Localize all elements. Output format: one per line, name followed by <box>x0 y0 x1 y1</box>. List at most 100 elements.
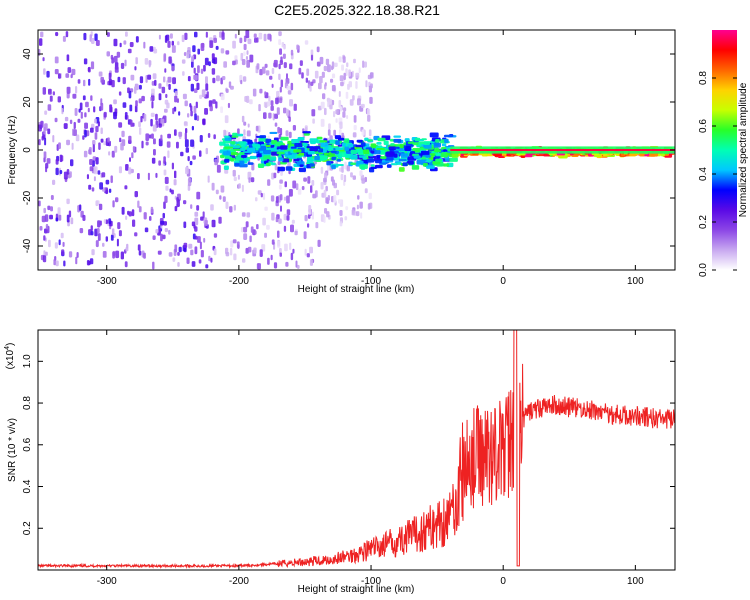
spectrogram-cell <box>177 262 180 267</box>
spectrogram-cell <box>413 155 421 159</box>
spectrogram-cell <box>59 170 63 175</box>
spectrogram-cell <box>338 100 342 108</box>
spectrogram-cell <box>43 68 46 75</box>
spectrogram-cell <box>266 224 270 230</box>
spectrogram-cell <box>87 67 91 72</box>
spectrogram-cell <box>426 165 435 169</box>
spectrogram-cell <box>42 255 47 263</box>
spectrogram-cell <box>345 206 349 211</box>
spectrogram-cell <box>390 143 395 146</box>
spectrogram-cell <box>138 98 142 104</box>
spectrogram-cell <box>337 137 345 141</box>
spectrogram-cell <box>350 149 358 154</box>
spectrogram-cell <box>222 196 226 202</box>
spectrogram-cell <box>124 261 128 268</box>
spectrogram-cell <box>309 148 318 152</box>
spectrogram-cell <box>370 150 375 154</box>
spectrogram-cell <box>307 176 311 184</box>
spectrogram-cell <box>225 50 230 55</box>
spectrogram-cell <box>365 80 368 88</box>
spectrogram-cell <box>162 212 165 219</box>
spectrogram-cell <box>259 135 267 139</box>
spectrogram-cell <box>262 192 266 200</box>
spectrogram-cell <box>268 95 271 102</box>
snr-x-axis-label: Height of straight line (km) <box>298 584 415 595</box>
spectrogram-cell <box>134 86 137 94</box>
spectrogram-cell <box>320 182 324 190</box>
spectrogram-cell <box>335 118 338 123</box>
spectrogram-cell <box>190 249 194 256</box>
spectrogram-cell <box>275 142 284 147</box>
spectrogram-cell <box>341 164 344 173</box>
spectrogram-cell <box>434 149 442 153</box>
spectrogram-cell <box>259 69 263 76</box>
spectrogram-cell <box>127 48 132 54</box>
spectrogram-cell <box>46 70 50 78</box>
spectrogram-cell <box>286 209 291 216</box>
spectrogram-cell <box>49 214 53 220</box>
spectrogram-cell <box>187 47 191 55</box>
spectrogram-cell <box>100 138 104 143</box>
spectrogram-cell <box>256 153 262 158</box>
spectrogram-cell <box>171 189 174 195</box>
spectrogram-cell <box>208 100 213 108</box>
spectrogram-cell <box>289 99 293 107</box>
spectrogram-cell <box>248 177 251 183</box>
spectrogram-cell <box>113 99 117 105</box>
spectrogram-cell <box>370 143 377 149</box>
spectrogram-cell <box>158 123 162 128</box>
spectrogram-cell <box>324 172 328 179</box>
spectrogram-cell <box>380 156 387 159</box>
spectrogram-cell <box>386 164 392 168</box>
spectrogram-cell <box>64 116 69 122</box>
spectrogram-cell <box>185 167 189 175</box>
spectrogram-cell <box>77 79 81 84</box>
spectrogram-cell <box>243 121 247 126</box>
spectrogram-cell <box>284 181 287 188</box>
spectrogram-cell <box>223 143 230 147</box>
spectrogram-cell <box>225 88 229 93</box>
spectrogram-cell <box>77 118 81 123</box>
spectrogram-cell <box>201 89 206 98</box>
spectrogram-cell <box>543 154 550 157</box>
spectrogram-cell <box>98 71 103 77</box>
spectrogram-cell <box>414 137 421 142</box>
spectrogram-cell <box>394 146 400 149</box>
spectrogram-cell <box>117 222 121 230</box>
spectrogram-cell <box>62 241 65 247</box>
spectrogram-cell <box>346 165 350 172</box>
spectrogram-cell <box>308 205 312 213</box>
spectrogram-cell <box>167 76 172 83</box>
spectrogram-cell <box>269 131 278 134</box>
spectrogram-cell <box>229 247 233 256</box>
spectrogram-cell <box>245 221 249 228</box>
spectrogram-cell <box>423 141 430 145</box>
spectrogram-cell <box>149 216 152 221</box>
chart-title: C2E5.2025.322.18.38.R21 <box>274 2 440 18</box>
spectrogram-cell <box>95 157 99 165</box>
spectrogram-cell <box>307 151 315 155</box>
spectrogram-cell <box>320 101 325 109</box>
spectrogram-cell <box>129 42 134 48</box>
spectrogram-cell <box>187 76 191 82</box>
spectrogram-cell <box>122 102 127 108</box>
x-tick-label: -300 <box>97 276 117 287</box>
spectrogram-cell <box>66 86 71 94</box>
spectrogram-cell <box>200 216 204 221</box>
spectrogram-cell <box>163 156 166 164</box>
spectrogram-cell <box>292 248 295 254</box>
spectrogram-cell <box>295 260 298 268</box>
spectrogram-cell <box>432 161 441 165</box>
spectrogram-cell <box>279 179 283 184</box>
spectrogram-cell <box>261 66 266 74</box>
spectrogram-cell <box>45 251 48 256</box>
spectrogram-cell <box>239 160 245 166</box>
spectrogram-cell <box>143 212 147 220</box>
spectrogram-cell <box>273 172 277 179</box>
spectrogram-cell <box>180 151 184 157</box>
spectrogram-cell <box>174 95 178 103</box>
spectrogram-cell <box>240 52 244 61</box>
spectrogram-cell <box>423 144 432 149</box>
spectrogram-cell <box>241 115 245 123</box>
spectrogram-cell <box>53 259 56 266</box>
